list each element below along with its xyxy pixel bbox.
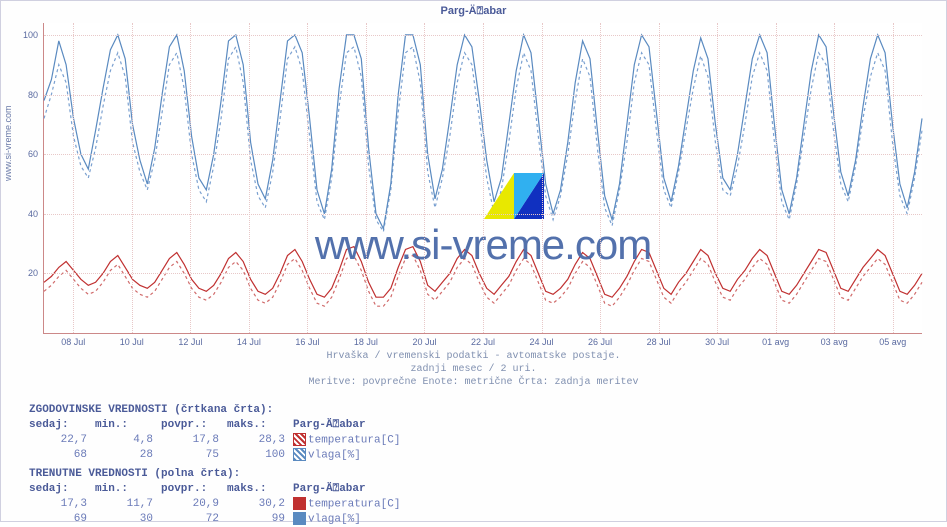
caption-line-2: zadnji mesec / 2 uri. [1, 364, 946, 375]
caption-line-1: Hrvaška / vremenski podatki - avtomatske… [1, 351, 946, 362]
col-now: sedaj: [29, 418, 95, 433]
y-tick: 20 [28, 268, 38, 278]
side-url-label: www.si-vreme.com [3, 105, 13, 181]
col-max: maks.: [227, 418, 293, 433]
col-min: min.: [95, 418, 161, 433]
y-tick: 40 [28, 209, 38, 219]
x-tick: 28 Jul [647, 337, 671, 347]
x-tick: 30 Jul [705, 337, 729, 347]
y-tick: 60 [28, 149, 38, 159]
swatch-curr-hum [293, 512, 306, 525]
x-tick: 05 avg [879, 337, 906, 347]
legend-row-hist-hum: 68 28 75 100 vlaga[%] [29, 448, 408, 463]
legend-hist-table: sedaj: min.: povpr.: maks.: Parg-Ä⍰abar … [29, 418, 408, 463]
x-tick: 20 Jul [412, 337, 436, 347]
chart-title: Parg-Ä⍰abar [1, 5, 946, 18]
chart-container: www.si-vreme.com Parg-Ä⍰abar www.si-vrem… [0, 0, 947, 522]
x-tick: 24 Jul [530, 337, 554, 347]
legend-curr-header: TRENUTNE VREDNOSTI (polna črta): [29, 467, 408, 482]
swatch-hist-hum [293, 448, 306, 461]
x-tick: 08 Jul [61, 337, 85, 347]
col-avg: povpr.: [161, 418, 227, 433]
legend-row-curr-temp: 17,3 11,7 20,9 30,2 temperatura[C] [29, 497, 408, 512]
x-tick: 12 Jul [178, 337, 202, 347]
y-tick: 80 [28, 90, 38, 100]
legend-row-hist-temp: 22,7 4,8 17,8 28,3 temperatura[C] [29, 433, 408, 448]
legend-row-curr-hum: 69 30 72 99 vlaga[%] [29, 512, 408, 527]
x-tick: 16 Jul [295, 337, 319, 347]
x-tick: 22 Jul [471, 337, 495, 347]
plot-area: www.si-vreme.com 2040608010008 Jul10 Jul… [43, 23, 922, 334]
col-station: Parg-Ä⍰abar [293, 418, 408, 433]
caption-line-3: Meritve: povprečne Enote: metrične Črta:… [1, 377, 946, 388]
swatch-hist-temp [293, 433, 306, 446]
x-tick: 03 avg [821, 337, 848, 347]
legend-block: ZGODOVINSKE VREDNOSTI (črtkana črta): se… [29, 403, 408, 527]
legend-curr-table: sedaj: min.: povpr.: maks.: Parg-Ä⍰abar … [29, 482, 408, 527]
x-tick: 26 Jul [588, 337, 612, 347]
x-tick: 14 Jul [237, 337, 261, 347]
x-tick: 10 Jul [120, 337, 144, 347]
y-tick: 100 [23, 30, 38, 40]
x-tick: 18 Jul [354, 337, 378, 347]
legend-hist-header: ZGODOVINSKE VREDNOSTI (črtkana črta): [29, 403, 408, 418]
watermark-logo [484, 173, 544, 219]
x-tick: 01 avg [762, 337, 789, 347]
swatch-curr-temp [293, 497, 306, 510]
